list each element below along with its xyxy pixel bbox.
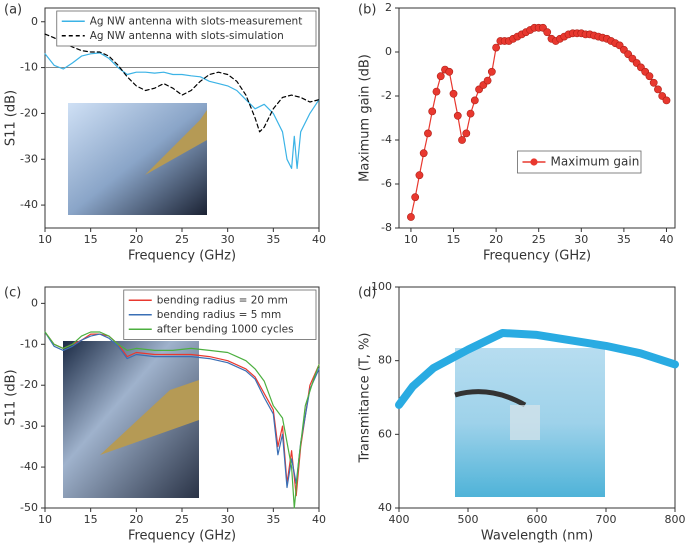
- x-tick-label: 10: [38, 233, 52, 246]
- x-axis-label: Frequency (GHz): [128, 249, 236, 264]
- x-tick-label: 700: [596, 513, 617, 526]
- data-point: [446, 68, 453, 75]
- y-axis-label: Transmitance (T, %): [358, 333, 373, 464]
- data-point: [471, 97, 478, 104]
- data-point: [484, 77, 491, 84]
- x-tick-label: 30: [574, 233, 588, 246]
- x-tick-label: 400: [389, 513, 410, 526]
- x-tick-label: 40: [659, 233, 673, 246]
- data-point: [412, 194, 419, 201]
- x-tick-label: 25: [175, 513, 189, 526]
- y-tick-label: -30: [20, 419, 38, 432]
- data-point: [407, 213, 414, 220]
- x-tick-label: 40: [312, 513, 326, 526]
- y-tick-label: -8: [381, 221, 392, 234]
- y-tick-label: -10: [20, 61, 38, 74]
- y-tick-label: -50: [20, 501, 38, 514]
- data-point: [420, 150, 427, 157]
- data-point: [654, 86, 661, 93]
- x-tick-label: 30: [221, 233, 235, 246]
- x-axis-label: Wavelength (nm): [481, 529, 593, 544]
- data-point: [467, 110, 474, 117]
- x-tick-label: 15: [84, 233, 98, 246]
- x-tick-label: 30: [221, 513, 235, 526]
- y-tick-label: -10: [20, 337, 38, 350]
- y-axis-label: S11 (dB): [4, 369, 19, 425]
- x-tick-label: 35: [266, 233, 280, 246]
- legend-label: Maximum gain: [550, 155, 639, 169]
- inset-sample: [510, 405, 540, 440]
- y-tick-label: 40: [378, 501, 392, 514]
- panel-label: (c): [4, 286, 21, 301]
- data-point: [493, 44, 500, 51]
- x-axis-label: Frequency (GHz): [128, 529, 236, 544]
- y-tick-label: 100: [371, 280, 392, 293]
- y-axis-label: S11 (dB): [4, 90, 19, 146]
- x-tick-label: 10: [38, 513, 52, 526]
- y-tick-label: -40: [20, 460, 38, 473]
- data-point: [424, 130, 431, 137]
- data-point: [458, 136, 465, 143]
- panel-label: (b): [358, 3, 376, 18]
- x-tick-label: 15: [447, 233, 461, 246]
- x-tick-label: 25: [532, 233, 546, 246]
- y-tick-label: -40: [20, 198, 38, 211]
- y-tick-label: -4: [381, 133, 392, 146]
- x-tick-label: 35: [617, 233, 631, 246]
- y-tick-label: 60: [378, 427, 392, 440]
- x-tick-label: 35: [266, 513, 280, 526]
- x-tick-label: 20: [129, 513, 143, 526]
- x-tick-label: 500: [458, 513, 479, 526]
- data-point: [416, 172, 423, 179]
- x-axis-label: Frequency (GHz): [483, 249, 591, 264]
- y-tick-label: 2: [385, 1, 392, 14]
- y-tick-label: -6: [381, 177, 392, 190]
- y-axis-label: Maximum gain (dB): [358, 54, 373, 182]
- x-tick-label: 25: [175, 233, 189, 246]
- legend-label: after bending 1000 cycles: [157, 323, 294, 335]
- data-point: [437, 73, 444, 80]
- x-tick-label: 20: [129, 233, 143, 246]
- data-point: [450, 90, 457, 97]
- data-point: [650, 79, 657, 86]
- data-point: [454, 112, 461, 119]
- legend-label: bending radius = 20 mm: [157, 294, 288, 306]
- y-tick-label: 80: [378, 354, 392, 367]
- legend-label: Ag NW antenna with slots-measurement: [90, 15, 303, 27]
- panel-label: (a): [4, 3, 22, 18]
- x-tick-label: 600: [527, 513, 548, 526]
- x-tick-label: 10: [404, 233, 418, 246]
- data-point: [488, 68, 495, 75]
- y-tick-label: -20: [20, 106, 38, 119]
- data-point: [429, 108, 436, 115]
- data-point: [463, 130, 470, 137]
- x-tick-label: 20: [489, 233, 503, 246]
- y-tick-label: -2: [381, 89, 392, 102]
- y-tick-label: 0: [31, 15, 38, 28]
- legend-label: bending radius = 5 mm: [157, 309, 281, 321]
- data-point: [544, 29, 551, 36]
- legend-label: Ag NW antenna with slots-simulation: [90, 30, 284, 42]
- x-tick-label: 40: [312, 233, 326, 246]
- x-tick-label: 800: [665, 513, 685, 526]
- y-tick-label: 0: [385, 45, 392, 58]
- data-point: [433, 88, 440, 95]
- y-tick-label: -30: [20, 152, 38, 165]
- data-point: [646, 73, 653, 80]
- x-tick-label: 15: [84, 513, 98, 526]
- y-tick-label: 0: [31, 296, 38, 309]
- plot-frame: [399, 8, 675, 228]
- y-tick-label: -20: [20, 378, 38, 391]
- inset-photo: [68, 103, 207, 215]
- data-point: [663, 97, 670, 104]
- legend-marker: [530, 158, 537, 165]
